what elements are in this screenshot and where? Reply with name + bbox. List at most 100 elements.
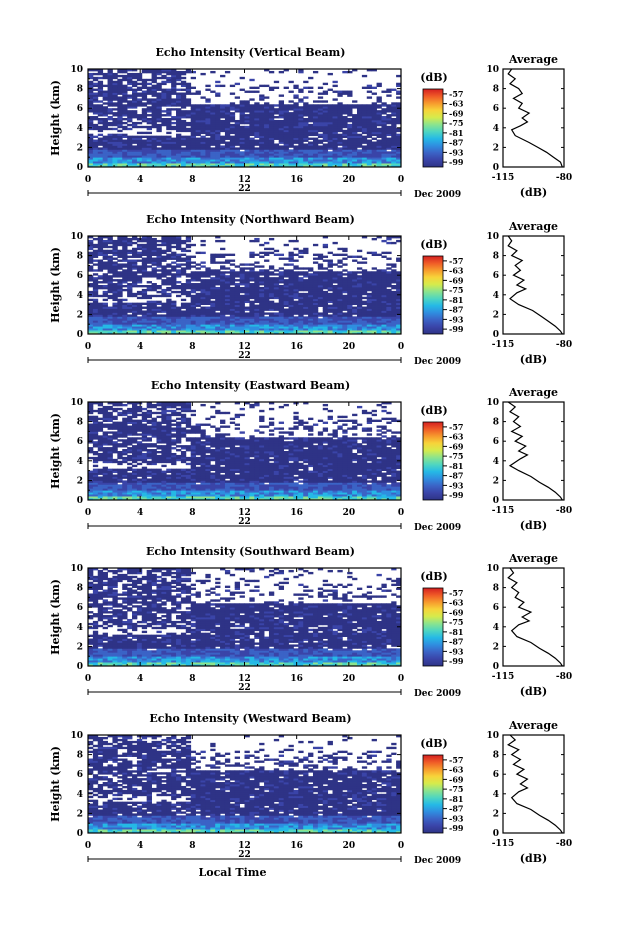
heatmap-cell <box>249 155 255 158</box>
heatmap-cell <box>117 147 123 150</box>
heatmap-cell <box>322 135 329 138</box>
heatmap-cell <box>371 153 377 156</box>
heatmap-cell <box>342 147 348 150</box>
heatmap-cell <box>322 243 329 247</box>
heatmap-cell <box>249 143 255 146</box>
heatmap-cell <box>132 123 138 127</box>
heatmap-cell <box>327 143 333 146</box>
heatmap-cell <box>371 267 377 270</box>
heatmap-cell <box>381 127 387 131</box>
heatmap-cell <box>352 137 358 140</box>
heatmap-cell <box>352 114 358 117</box>
heatmap-cell <box>327 314 333 317</box>
heatmap-cell <box>112 133 118 137</box>
heatmap-cell <box>391 102 397 105</box>
heatmap-cell <box>273 131 280 135</box>
heatmap-cell <box>259 155 265 158</box>
heatmap-cell <box>288 100 294 103</box>
heatmap-cell <box>112 135 118 138</box>
heatmap-cell <box>386 251 392 255</box>
heatmap-cell <box>171 300 177 304</box>
heatmap-cell <box>220 119 226 123</box>
heatmap-cell <box>205 129 211 133</box>
heatmap-cell <box>342 145 348 148</box>
heatmap-cell <box>254 143 260 146</box>
heatmap-cell <box>176 159 182 162</box>
heatmap-cell <box>200 271 206 274</box>
heatmap-cell <box>381 251 387 255</box>
heatmap-cell <box>303 155 309 158</box>
heatmap-cell <box>283 153 289 156</box>
heatmap-cell <box>166 151 172 154</box>
heatmap-cell <box>376 161 382 164</box>
heatmap-cell <box>239 133 245 137</box>
heatmap-cell <box>200 121 206 125</box>
heatmap-cell <box>347 139 353 142</box>
heatmap-cell <box>273 137 280 140</box>
heatmap-cell <box>215 104 221 107</box>
heatmap-cell <box>268 127 275 131</box>
heatmap-cell <box>234 139 241 142</box>
heatmap-cell <box>332 147 338 150</box>
heatmap-cell <box>268 121 275 125</box>
heatmap-cell <box>264 102 270 105</box>
heatmap-cell <box>288 163 294 166</box>
heatmap-cell <box>283 308 289 311</box>
heatmap-cell <box>141 141 148 144</box>
heatmap-cell <box>176 70 182 74</box>
heatmap-cell <box>185 255 192 258</box>
heatmap-cell <box>146 281 152 284</box>
heatmap-cell <box>327 88 333 91</box>
heatmap-cell <box>136 86 143 89</box>
panel-title: Echo Intensity (Northward Beam) <box>146 213 355 226</box>
heatmap-cell <box>259 139 265 142</box>
heatmap-cell <box>303 133 309 137</box>
heatmap-cell <box>361 139 368 142</box>
heatmap-cell <box>166 159 172 162</box>
heatmap-cell <box>293 133 299 137</box>
heatmap-cell <box>273 151 280 154</box>
heatmap-cell <box>268 312 275 315</box>
heatmap-cell <box>146 163 152 166</box>
heatmap-cell <box>356 104 363 107</box>
heatmap-cell <box>332 125 338 129</box>
heatmap-cell <box>371 157 377 160</box>
heatmap-cell <box>254 165 260 168</box>
heatmap-cell <box>127 147 133 150</box>
heatmap-cell <box>185 302 192 305</box>
heatmap-cell <box>303 139 309 142</box>
heatmap-cell <box>141 149 148 152</box>
heatmap-cell <box>97 159 104 162</box>
heatmap-cell <box>97 143 104 146</box>
heatmap-cell <box>185 155 192 158</box>
heatmap-cell <box>161 153 167 156</box>
heatmap-cell <box>371 86 377 89</box>
heatmap-cell <box>224 165 231 168</box>
heatmap-cell <box>210 277 216 280</box>
heatmap-cell <box>254 131 260 135</box>
heatmap-cell <box>268 159 275 162</box>
heatmap-cell <box>308 267 314 270</box>
heatmap-cell <box>171 155 177 158</box>
heatmap-cell <box>156 314 162 317</box>
heatmap-cell <box>117 78 123 82</box>
heatmap-cell <box>327 145 333 148</box>
heatmap-cell <box>92 249 99 253</box>
heatmap-cell <box>298 165 304 168</box>
heatmap-cell <box>337 153 343 156</box>
heatmap-cell <box>156 163 162 166</box>
heatmap-cell <box>132 151 138 154</box>
heatmap-cell <box>347 104 353 107</box>
heatmap-cell <box>97 302 104 305</box>
heatmap-cell <box>249 251 255 255</box>
heatmap-cell <box>317 86 324 89</box>
heatmap-cell <box>156 92 162 95</box>
heatmap-cell <box>156 123 162 127</box>
heatmap-cell <box>356 143 363 146</box>
heatmap-cell <box>136 92 143 95</box>
heatmap-cell <box>229 143 236 146</box>
heatmap-cell <box>180 135 187 138</box>
heatmap-cell <box>117 121 123 125</box>
heatmap-cell <box>102 135 108 138</box>
heatmap-cell <box>342 277 348 280</box>
